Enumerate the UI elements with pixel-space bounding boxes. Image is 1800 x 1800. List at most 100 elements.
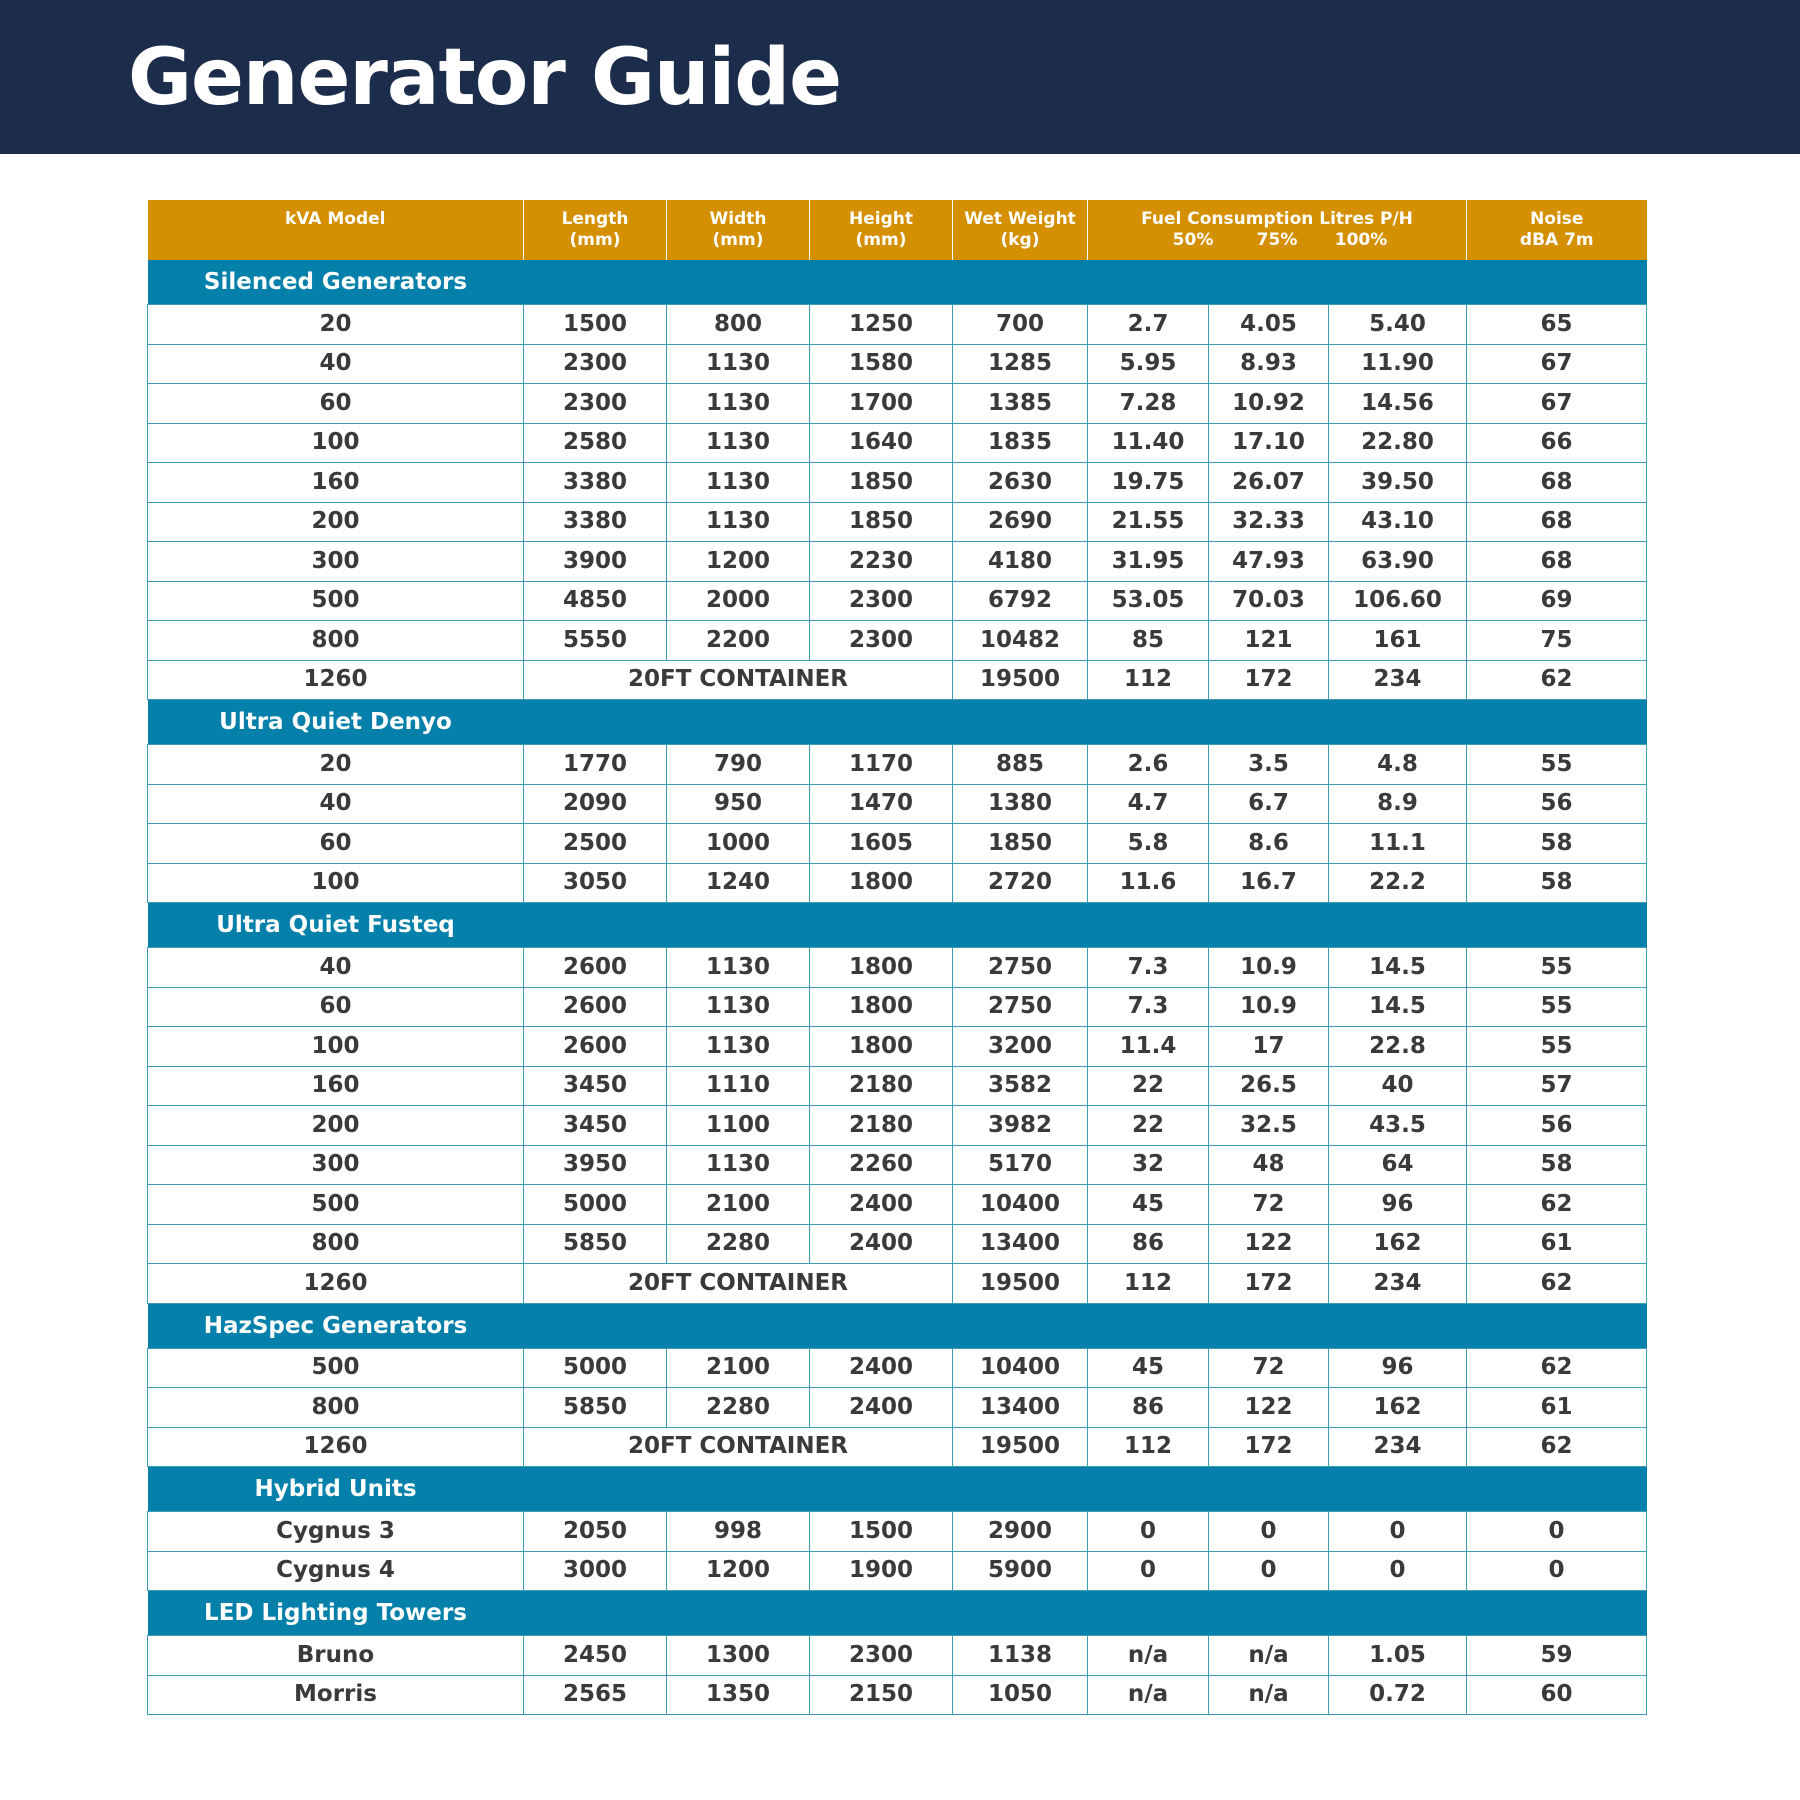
table-cell: 1500 [523,304,667,345]
table-cell: 885 [952,744,1088,785]
table-cell: 5900 [952,1550,1088,1591]
table-row: 100 3050 1240 1800 2720 11.6 16.7 22.2 58 [147,862,1648,903]
table-cell: 1640 [809,422,953,463]
table-row: 20 1770 790 1170 885 2.6 3.5 4.8 55 [147,744,1648,785]
table-cell: 58 [1466,862,1648,903]
table-cell: 11.90 [1327,343,1468,384]
table-cell: 2750 [952,947,1088,988]
table-cell: 7.28 [1087,383,1209,424]
table-cell: 4.8 [1327,744,1468,785]
table-cell: 1050 [952,1674,1088,1715]
table-cell: 1850 [952,823,1088,864]
table-cell: 21.55 [1087,501,1209,542]
table-row: 1260 20FT CONTAINER 19500 112 172 234 62 [147,659,1648,700]
table-cell: 1240 [666,862,810,903]
table-cell: 2280 [666,1223,810,1264]
table-cell: 5.95 [1087,343,1209,384]
table-cell: 1850 [809,501,953,542]
table-cell: 3950 [523,1144,667,1185]
table-cell: 5550 [523,620,667,661]
model-cell: 800 [147,1223,524,1264]
table-cell: 700 [952,304,1088,345]
table-cell: 1130 [666,1026,810,1067]
table-cell: 14.56 [1327,383,1468,424]
table-cell: 13400 [952,1387,1088,1428]
section-header: Ultra Quiet Fusteq [147,902,1647,948]
model-cell: Bruno [147,1635,524,1676]
table-cell: 234 [1327,659,1468,700]
container-cell: 20FT CONTAINER [523,1426,953,1467]
table-cell: 13400 [952,1223,1088,1264]
table-cell: 2300 [809,1635,953,1676]
table-cell: 11.4 [1087,1026,1209,1067]
table-cell: 2200 [666,620,810,661]
table-cell: 1770 [523,744,667,785]
table-cell: n/a [1087,1674,1209,1715]
table-cell: 0 [1208,1550,1329,1591]
table-cell: 19.75 [1087,462,1209,503]
table-cell: 56 [1466,1105,1648,1146]
table-cell: 5850 [523,1223,667,1264]
table-cell: 4180 [952,541,1088,582]
table-cell: 1300 [666,1635,810,1676]
table-cell: 2.6 [1087,744,1209,785]
table-cell: 1200 [666,1550,810,1591]
table-cell: 1350 [666,1674,810,1715]
table-cell: 2300 [523,343,667,384]
table-cell: 172 [1208,1263,1329,1304]
model-cell: 200 [147,501,524,542]
table-cell: 48 [1208,1144,1329,1185]
table-cell: 60 [1466,1674,1648,1715]
table-cell: 2500 [523,823,667,864]
table-cell: 2750 [952,986,1088,1027]
table-row: 500 5000 2100 2400 10400 45 72 96 62 [147,1347,1648,1388]
table-cell: 5850 [523,1387,667,1428]
table-row: 300 3900 1200 2230 4180 31.95 47.93 63.90 68 [147,541,1648,582]
table-cell: 2260 [809,1144,953,1185]
header-fuel-100: 100% [1334,230,1388,250]
table-cell: 1700 [809,383,953,424]
table-cell: 0 [1327,1550,1468,1591]
table-cell: 3900 [523,541,667,582]
table-cell: 59 [1466,1635,1648,1676]
table-row: 200 3380 1130 1850 2690 21.55 32.33 43.10 68 [147,501,1648,542]
table-row: 60 2600 1130 1800 2750 7.3 10.9 14.5 55 [147,986,1648,1027]
table-cell: 10482 [952,620,1088,661]
table-cell: 106.60 [1327,580,1468,621]
table-cell: 3200 [952,1026,1088,1067]
table-cell: 2280 [666,1387,810,1428]
table-row: 800 5550 2200 2300 10482 85 121 161 75 [147,620,1648,661]
model-cell: 160 [147,1065,524,1106]
table-cell: 17 [1208,1026,1329,1067]
model-cell: 100 [147,1026,524,1067]
table-cell: 69 [1466,580,1648,621]
table-cell: 47.93 [1208,541,1329,582]
container-cell: 20FT CONTAINER [523,1263,953,1304]
model-cell: 100 [147,422,524,463]
table-cell: 62 [1466,1184,1648,1225]
section-title: Ultra Quiet Denyo [219,709,452,735]
table-cell: 1380 [952,783,1088,824]
table-cell: 17.10 [1208,422,1329,463]
header-row: kVA Model Length (mm) Width (mm) Height (mm… [147,200,1647,260]
table-cell: 96 [1327,1347,1468,1388]
table-cell: 63.90 [1327,541,1468,582]
model-cell: 40 [147,783,524,824]
table-cell: 22.8 [1327,1026,1468,1067]
table-cell: 22.80 [1327,422,1468,463]
table-cell: 112 [1087,659,1209,700]
table-cell: 1130 [666,501,810,542]
table-cell: 64 [1327,1144,1468,1185]
table-cell: 56 [1466,783,1648,824]
table-cell: 22 [1087,1105,1209,1146]
table-row: 160 3450 1110 2180 3582 22 26.5 40 57 [147,1065,1648,1106]
table-cell: 5.8 [1087,823,1209,864]
table-cell: n/a [1087,1635,1209,1676]
table-cell: 161 [1327,620,1468,661]
model-cell: Cygnus 3 [147,1511,524,1552]
table-row: 20 1500 800 1250 700 2.7 4.05 5.40 65 [147,304,1648,345]
table-cell: 112 [1087,1426,1209,1467]
table-cell: 1130 [666,343,810,384]
header-model: kVA Model [147,200,524,260]
table-cell: 2400 [809,1223,953,1264]
